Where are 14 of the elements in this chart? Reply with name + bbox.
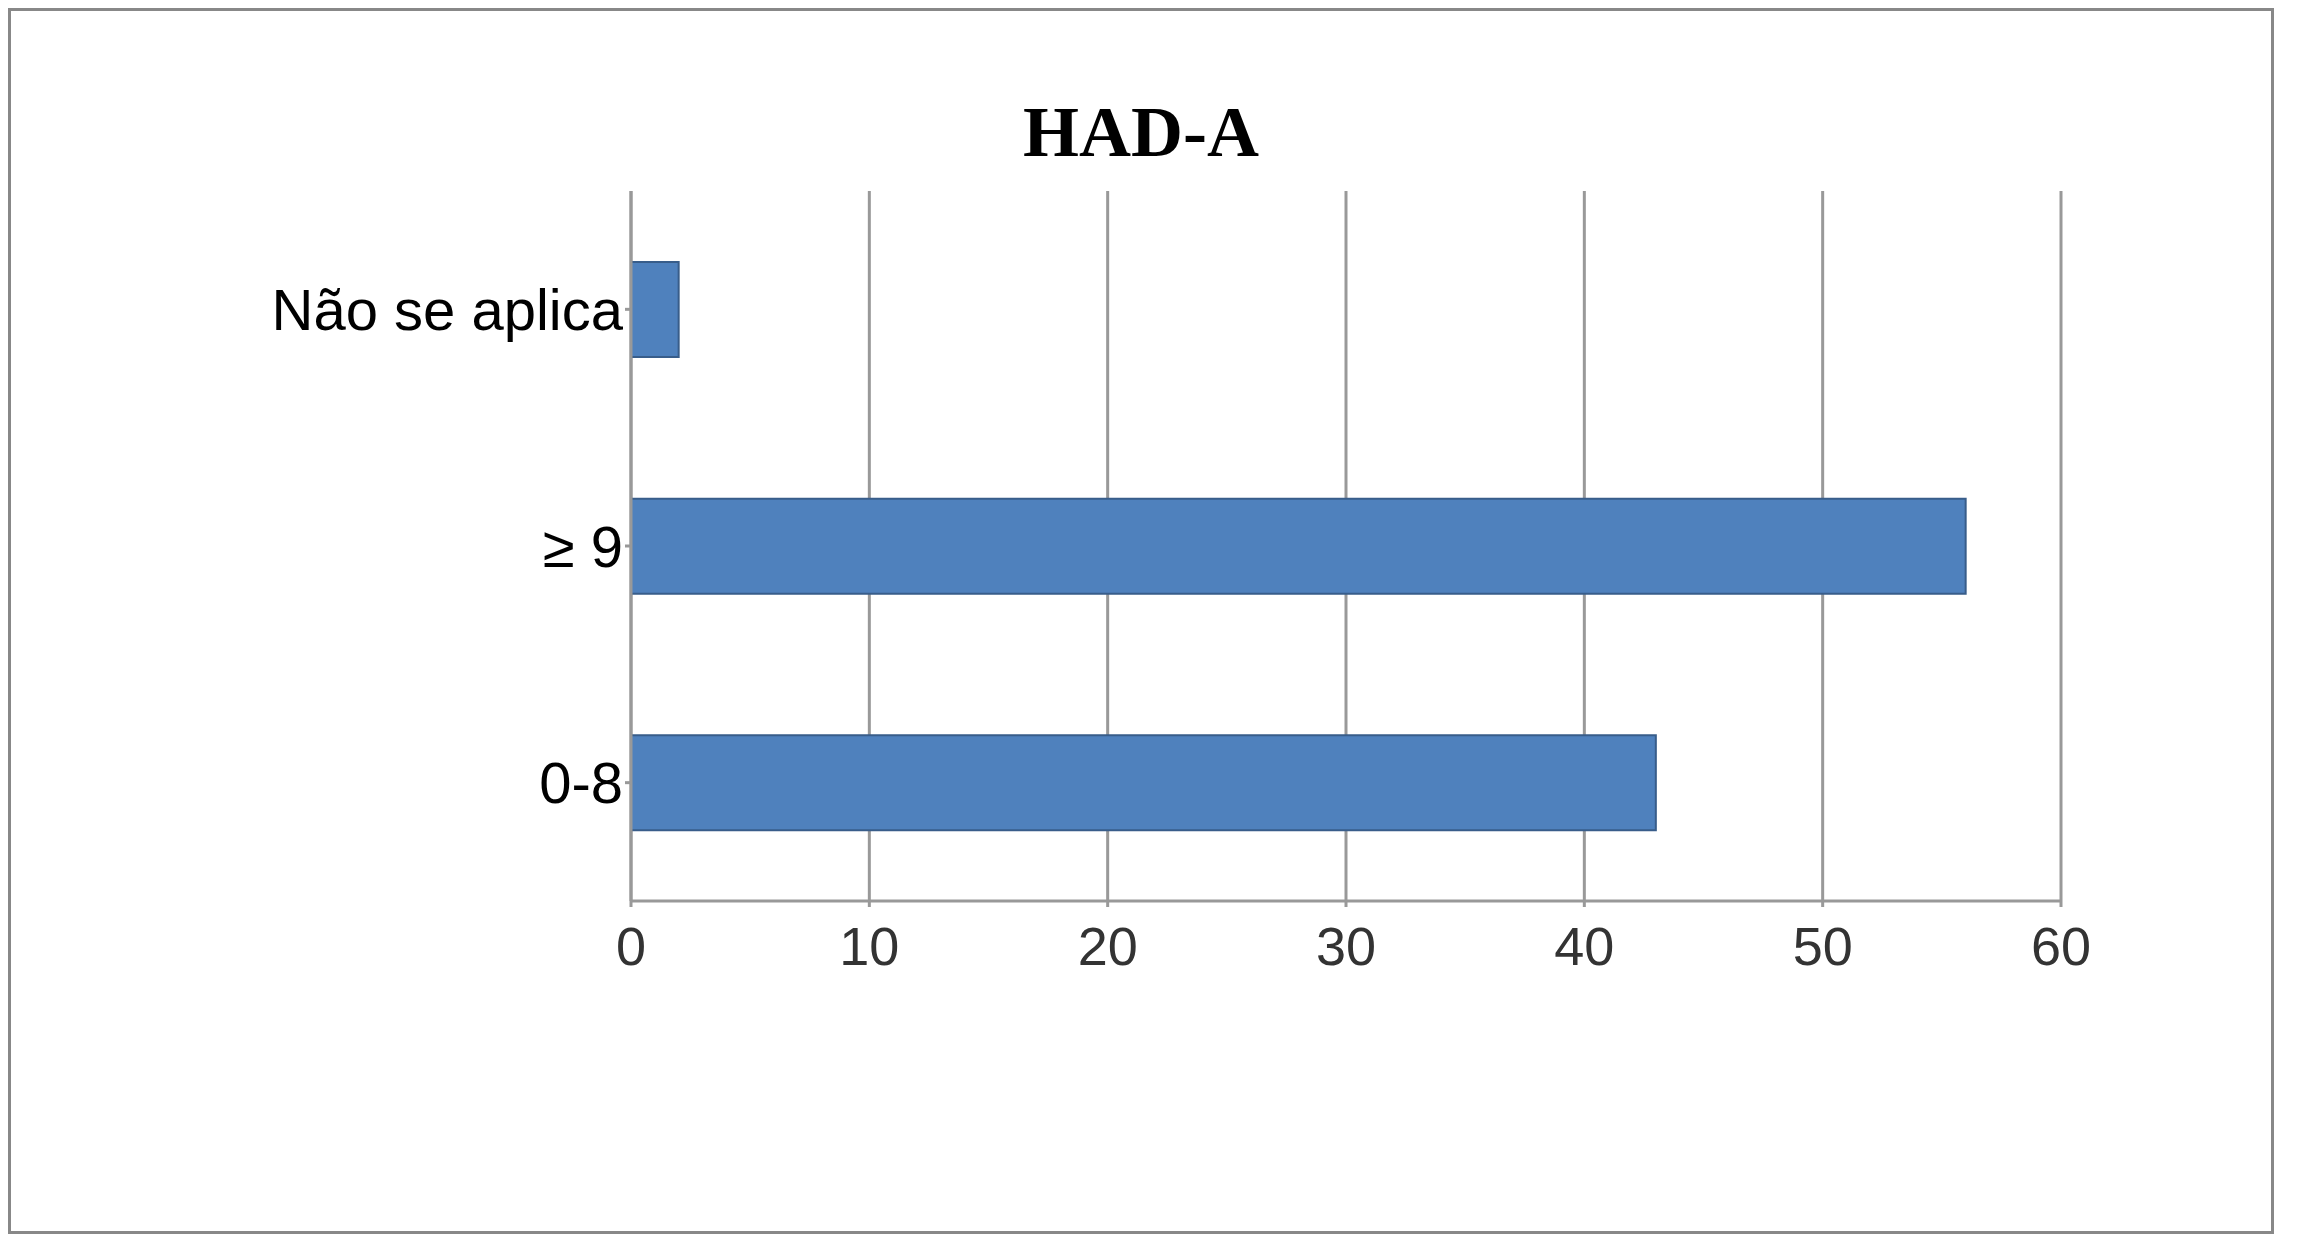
x-tick-label: 0 xyxy=(615,916,647,977)
x-tick-label: 50 xyxy=(1792,916,1853,977)
bar xyxy=(631,734,1657,832)
x-tick-label: 40 xyxy=(1554,916,1615,977)
y-tick-label: Não se aplica xyxy=(271,276,624,342)
y-tick-label: 0-8 xyxy=(539,750,623,816)
bar xyxy=(631,261,680,358)
x-tick-label: 60 xyxy=(2030,916,2092,977)
x-tick-label: 10 xyxy=(839,916,900,977)
x-tick-label: 20 xyxy=(1077,916,1138,977)
x-tick-label: 30 xyxy=(1315,916,1377,977)
y-tick-label: ≥ 9 xyxy=(542,513,623,579)
chart-title: HAD-A xyxy=(1022,91,1260,174)
bar xyxy=(631,497,1967,595)
